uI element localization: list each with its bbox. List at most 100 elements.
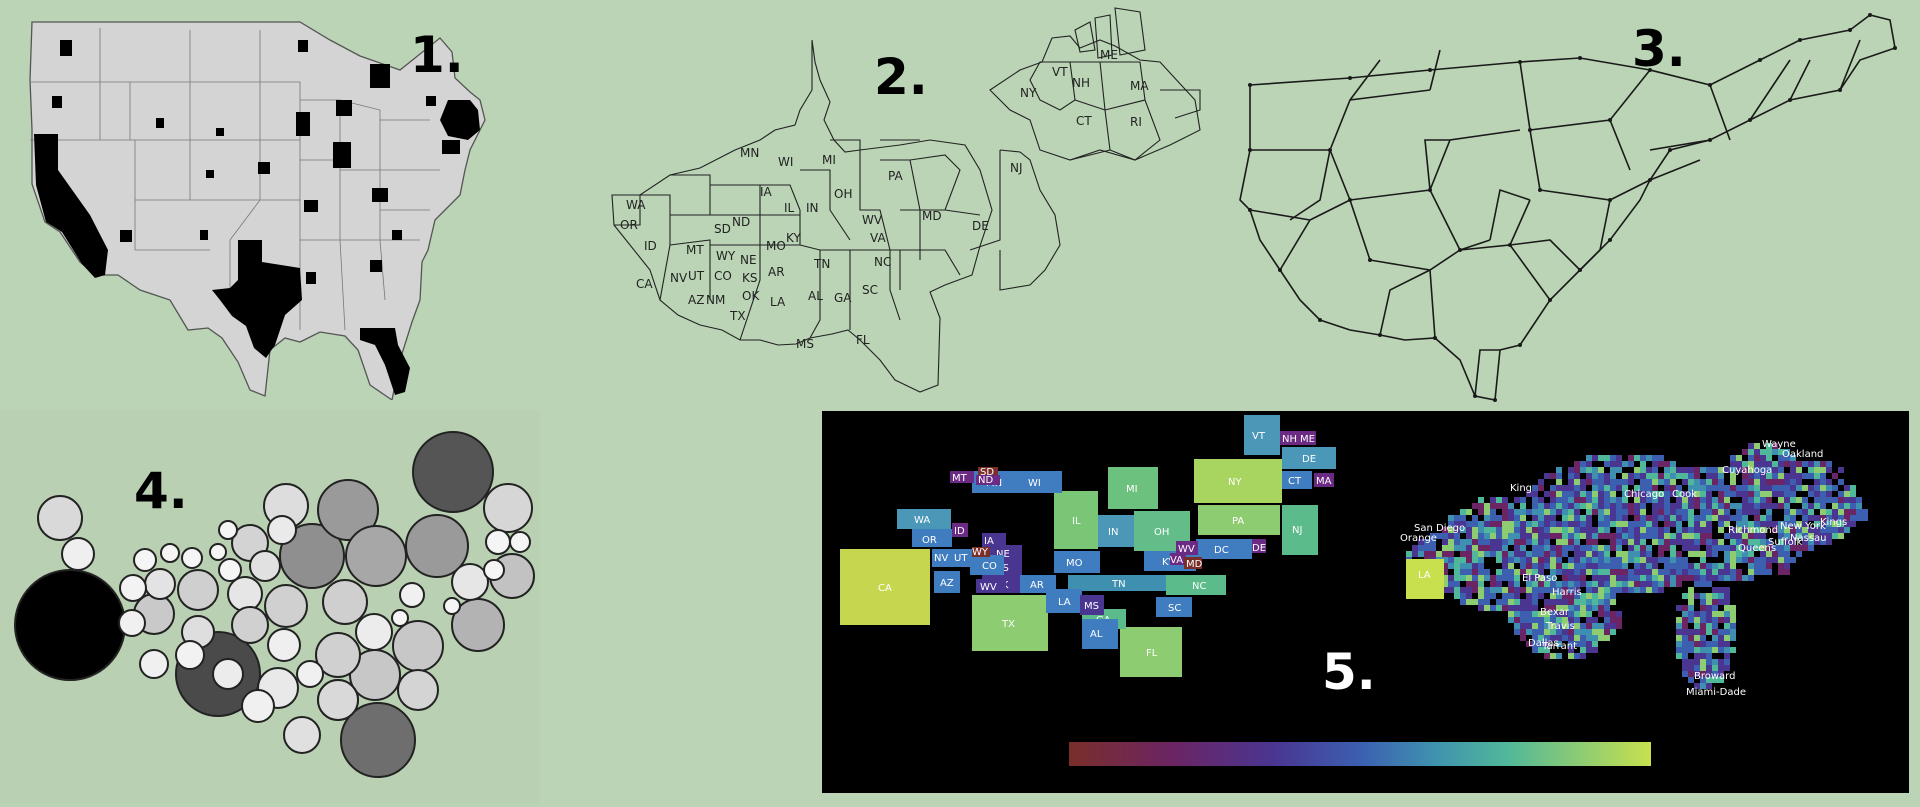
region-mi bbox=[370, 64, 390, 88]
county-cell bbox=[1526, 641, 1532, 647]
county-cell bbox=[1730, 575, 1736, 581]
county-cell bbox=[1652, 491, 1658, 497]
county-cell bbox=[1532, 551, 1538, 557]
county-cell bbox=[1622, 461, 1628, 467]
county-cell bbox=[1682, 671, 1688, 677]
county-cell bbox=[1616, 467, 1622, 473]
county-cell bbox=[1598, 557, 1604, 563]
county-cell bbox=[1766, 467, 1772, 473]
county-cell bbox=[1820, 527, 1826, 533]
county-cell bbox=[1550, 485, 1556, 491]
county-cell bbox=[1556, 503, 1562, 509]
circle-ca bbox=[14, 569, 126, 681]
county-cell bbox=[1814, 527, 1820, 533]
county-cell bbox=[1670, 503, 1676, 509]
county-label-queens: Queens bbox=[1738, 543, 1776, 554]
county-cell bbox=[1562, 623, 1568, 629]
county-cell bbox=[1784, 509, 1790, 515]
county-cell bbox=[1574, 509, 1580, 515]
county-cell bbox=[1778, 557, 1784, 563]
county-cell bbox=[1484, 533, 1490, 539]
county-cell bbox=[1496, 521, 1502, 527]
county-cell bbox=[1604, 527, 1610, 533]
rect-label-oh: OH bbox=[1154, 527, 1169, 538]
county-cell bbox=[1592, 557, 1598, 563]
county-cell bbox=[1502, 587, 1508, 593]
county-cell bbox=[1610, 629, 1616, 635]
county-cell bbox=[1514, 497, 1520, 503]
county-cell bbox=[1754, 509, 1760, 515]
county-cell bbox=[1700, 665, 1706, 671]
county-cell bbox=[1736, 485, 1742, 491]
county-cell bbox=[1718, 647, 1724, 653]
county-cell bbox=[1766, 503, 1772, 509]
county-cell bbox=[1646, 551, 1652, 557]
panel-5-label: 5. bbox=[1322, 643, 1376, 701]
county-cell bbox=[1484, 569, 1490, 575]
county-label-nassau: Nassau bbox=[1790, 533, 1827, 544]
county-cell bbox=[1520, 557, 1526, 563]
county-cell bbox=[1832, 527, 1838, 533]
county-cell bbox=[1508, 563, 1514, 569]
county-cell bbox=[1574, 533, 1580, 539]
county-cell bbox=[1610, 491, 1616, 497]
county-cell bbox=[1778, 551, 1784, 557]
county-cell bbox=[1490, 581, 1496, 587]
county-cell bbox=[1706, 491, 1712, 497]
county-cell bbox=[1724, 647, 1730, 653]
county-cell bbox=[1436, 551, 1442, 557]
county-cell bbox=[1580, 485, 1586, 491]
county-cell bbox=[1556, 641, 1562, 647]
panel-2-labeled-cartogram: MN WI MI IA OH PA IL IN WV MD KY VA DE W… bbox=[600, 0, 1220, 400]
county-cell bbox=[1718, 659, 1724, 665]
county-cell bbox=[1724, 515, 1730, 521]
label-de: DE bbox=[972, 219, 989, 233]
county-cell bbox=[1676, 629, 1682, 635]
county-cell bbox=[1586, 569, 1592, 575]
county-cell bbox=[1838, 497, 1844, 503]
county-cell bbox=[1832, 509, 1838, 515]
county-cell bbox=[1820, 539, 1826, 545]
county-cell bbox=[1814, 539, 1820, 545]
county-cell bbox=[1694, 641, 1700, 647]
county-cell bbox=[1496, 539, 1502, 545]
county-cell bbox=[1574, 581, 1580, 587]
county-cell bbox=[1532, 647, 1538, 653]
county-cell bbox=[1712, 611, 1718, 617]
county-cell bbox=[1706, 599, 1712, 605]
county-cell bbox=[1658, 539, 1664, 545]
county-cell bbox=[1538, 479, 1544, 485]
county-cell bbox=[1556, 587, 1562, 593]
county-cell bbox=[1706, 647, 1712, 653]
county-cell bbox=[1592, 635, 1598, 641]
rect-label-ne: NE bbox=[996, 549, 1010, 560]
panel-5-colored-cartograms: CA TX FL NY PA IL OH MI GA NC NJ WA AZ bbox=[822, 411, 1909, 793]
county-cell bbox=[1730, 551, 1736, 557]
county-cell bbox=[1592, 497, 1598, 503]
county-cell bbox=[1568, 533, 1574, 539]
county-cell bbox=[1418, 545, 1424, 551]
county-cell bbox=[1616, 455, 1622, 461]
county-cell bbox=[1568, 545, 1574, 551]
county-cell bbox=[1514, 575, 1520, 581]
county-cell bbox=[1526, 509, 1532, 515]
county-cell bbox=[1736, 569, 1742, 575]
county-cell bbox=[1466, 533, 1472, 539]
county-cell bbox=[1700, 581, 1706, 587]
county-cell bbox=[1610, 611, 1616, 617]
rect-label-me: ME bbox=[1300, 434, 1315, 445]
rect-label-tn: TN bbox=[1111, 579, 1126, 590]
county-cell bbox=[1496, 575, 1502, 581]
county-cell bbox=[1658, 587, 1664, 593]
county-cell bbox=[1526, 533, 1532, 539]
county-cell bbox=[1796, 485, 1802, 491]
county-cell bbox=[1580, 479, 1586, 485]
county-cell bbox=[1676, 563, 1682, 569]
county-cell bbox=[1508, 551, 1514, 557]
county-cell bbox=[1490, 551, 1496, 557]
county-cell bbox=[1610, 599, 1616, 605]
county-cell bbox=[1760, 551, 1766, 557]
county-cell bbox=[1622, 497, 1628, 503]
county-cell bbox=[1592, 545, 1598, 551]
county-cell bbox=[1526, 539, 1532, 545]
